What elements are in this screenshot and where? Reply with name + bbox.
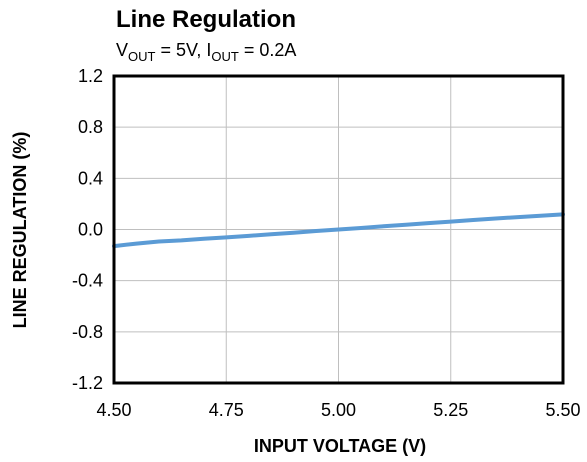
x-tick-labels: 4.50 4.75 5.00 5.25 5.50	[96, 400, 580, 420]
x-tick-label: 4.75	[209, 400, 244, 420]
x-tick-label: 5.25	[433, 400, 468, 420]
y-tick-labels: 1.2 0.8 0.4 0.0 -0.4 -0.8 -1.2	[72, 66, 103, 393]
y-tick-label: 0.8	[78, 117, 103, 137]
plot-frame	[112, 74, 565, 385]
subtitle-v-sub: OUT	[128, 49, 156, 64]
x-axis-label: INPUT VOLTAGE (V)	[254, 436, 426, 456]
chart-title: Line Regulation	[116, 6, 296, 33]
y-tick-label: -0.8	[72, 322, 103, 342]
y-tick-label: 0.0	[78, 220, 103, 240]
series-layer	[112, 212, 565, 249]
x-tick-label: 4.50	[96, 400, 131, 420]
chart-subtitle: VOUT = 5V, IOUT = 0.2A	[116, 40, 296, 64]
subtitle-i: I	[206, 40, 211, 60]
y-tick-label: -1.2	[72, 373, 103, 393]
x-tick-label: 5.50	[545, 400, 580, 420]
y-tick-label: 0.4	[78, 168, 103, 188]
x-tick-label: 5.00	[321, 400, 356, 420]
subtitle-i-sub: OUT	[211, 49, 239, 64]
series-line	[112, 212, 565, 249]
y-tick-label: -0.4	[72, 271, 103, 291]
subtitle-v-rest: = 5V,	[155, 40, 206, 60]
subtitle-v: V	[116, 40, 128, 60]
grid	[114, 76, 563, 383]
y-axis-label: LINE REGULATION (%)	[10, 132, 30, 329]
y-tick-label: 1.2	[78, 66, 103, 86]
subtitle-i-rest: = 0.2A	[239, 40, 297, 60]
